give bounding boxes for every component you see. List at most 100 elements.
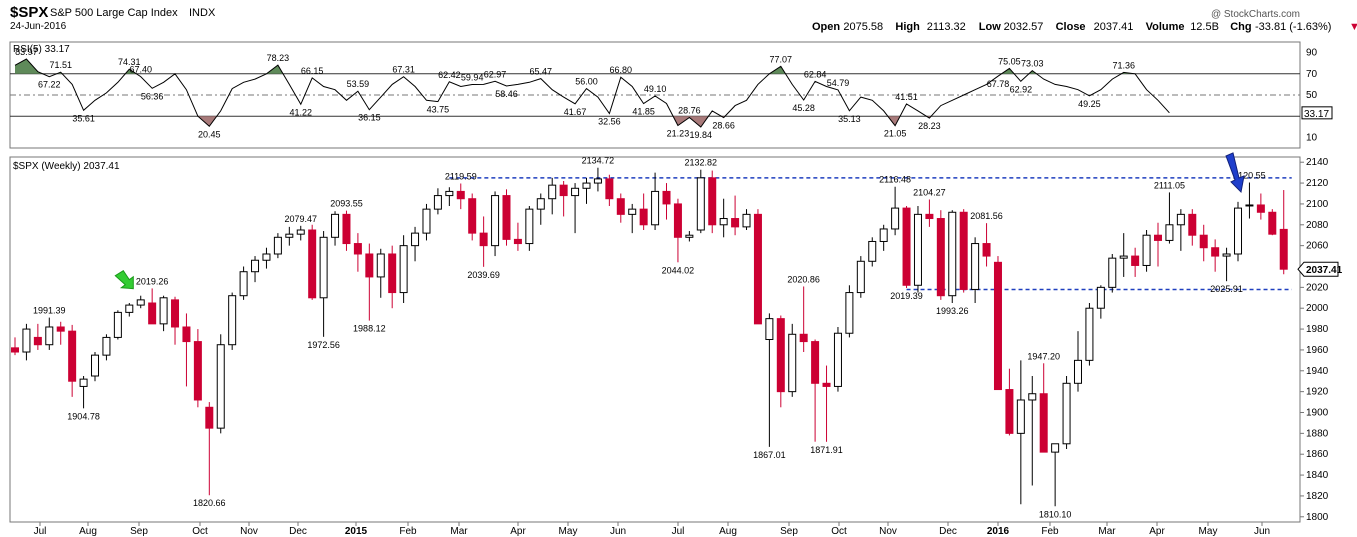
candle-up [593,178,602,184]
candle-up [376,253,385,278]
rsi-point-label: 71.51 [49,60,72,70]
month-label: 2016 [987,526,1010,537]
candle-up [491,195,500,247]
month-label: Aug [79,526,97,537]
candle-up [879,228,888,242]
month-label: Jun [610,526,626,537]
candle-down [811,341,820,384]
rsi-point-label: 45.28 [792,103,815,113]
rsi-y-tick: 90 [1306,48,1318,59]
rsi-y-tick: 10 [1306,132,1318,143]
rsi-oversold-fill [673,116,709,127]
candle-down [662,190,671,205]
rsi-point-label: 78.23 [267,53,290,63]
rsi-point-label: 77.07 [770,54,793,64]
month-label: Nov [879,526,897,537]
ohlc-label-high: High [895,21,920,33]
price-label: 1867.01 [753,450,786,460]
candle-up [1085,307,1094,361]
candle-down [171,299,180,328]
rsi-last-value-box [1301,106,1333,120]
candle-up [1016,399,1025,434]
price-label: 2120.55 [1233,170,1266,180]
price-y-tick: 2100 [1306,199,1329,210]
ohlc-label-close: Close [1056,21,1086,33]
candle-up [399,245,408,294]
rsi-point-label: 62.42 [438,70,461,80]
ohlc-label-volume: Volume [1146,21,1185,33]
blue-arrow-icon [1225,152,1245,193]
rsi-point-label: 54.79 [827,78,850,88]
candle-down [708,177,717,226]
rsi-overbought-fill [125,69,137,74]
ohlc-value-volume: 12.5B [1190,21,1219,33]
candle-down [1211,247,1220,257]
candle-down [1154,234,1162,241]
candle-up [1108,257,1117,288]
rsi-point-label: 75.05 [998,56,1021,66]
candle-down [822,382,831,387]
candle-down [68,330,77,382]
price-y-tick: 1980 [1306,324,1329,335]
price-panel: 1800 1820 1840 1860 1880 1900 1920 1940 1960 1980… [9,152,1343,537]
price-y-tick: 1800 [1306,512,1329,523]
price-label: 1972.56 [307,340,340,350]
rsi-overbought-fill [1028,70,1037,74]
candle-down [456,190,465,200]
price-label: 2079.47 [284,214,317,224]
price-label: 2134.72 [582,156,615,166]
price-last-value-box [1297,261,1339,277]
rsi-point-label: 21.05 [884,129,907,139]
month-label: Apr [510,526,526,537]
price-label: 2025.91 [1210,284,1243,294]
rsi-overbought-fill [1001,68,1015,74]
candle-up [685,234,694,238]
candle-up [719,218,728,226]
candle-up [1245,204,1254,207]
price-label: 2111.05 [1154,180,1185,190]
candle-down [605,178,614,200]
month-label: Nov [240,526,258,537]
candle-down [33,336,42,346]
price-label: 1904.78 [67,411,100,421]
price-title: $SPX (Weekly) 2037.41 [13,161,120,172]
rsi-point-label: 28.76 [678,106,701,116]
rsi-point-label: 28.66 [712,121,735,131]
green-arrow-icon [114,270,134,290]
month-label: 2015 [345,526,368,537]
price-y-tick: 2140 [1306,157,1329,168]
candle-up [971,243,980,290]
rsi-point-label: 36.15 [358,113,381,123]
candle-up [845,292,854,334]
candle-up [136,299,145,306]
month-label: May [1199,526,1218,537]
price-label: 1810.10 [1039,509,1072,519]
price-y-tick: 1940 [1306,366,1329,377]
month-label: Jul [34,526,47,537]
price-y-tick: 2060 [1306,241,1329,252]
rsi-point-label: 19.84 [690,130,713,140]
ohlc-value-chg: -33.81 (-1.63%) [1255,21,1331,33]
candle-down [148,302,157,325]
rsi-point-label: 59.94 [461,72,484,82]
rsi-point-label: 49.10 [644,84,667,94]
candle-down [513,238,522,245]
rsi-y-tick: 70 [1306,69,1318,80]
rsi-point-label: 43.75 [427,105,450,115]
candle-up [251,259,260,273]
rsi-point-label: 21.23 [667,128,690,138]
candle-up [285,233,294,238]
candle-down [993,261,1002,391]
price-label: 2039.69 [467,270,500,280]
candle-up [22,328,31,353]
candle-up [948,211,957,297]
rsi-point-label: 53.59 [347,79,370,89]
rsi-point-label: 58.46 [495,89,518,99]
rsi-point-label: 65.47 [530,67,553,77]
month-label: Sep [780,526,798,537]
candle-down [959,211,968,290]
candle-up [525,208,534,245]
month-label: Mar [1098,526,1116,537]
rsi-line [14,58,1170,128]
